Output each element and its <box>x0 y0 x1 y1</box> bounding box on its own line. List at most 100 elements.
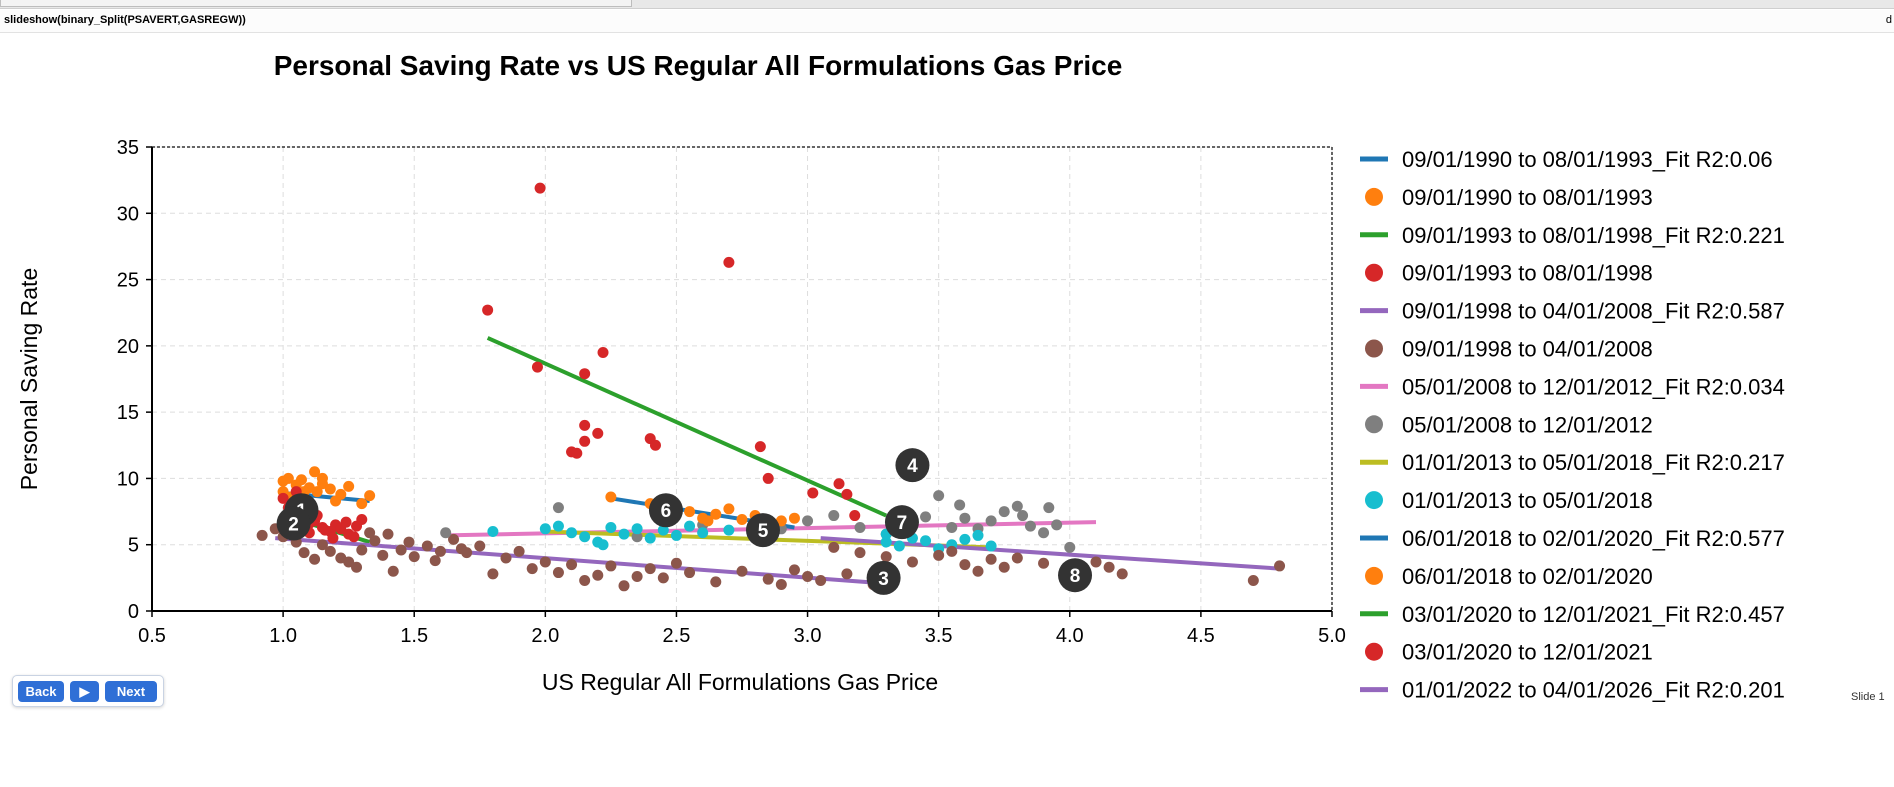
scatter-point <box>802 571 814 583</box>
scatter-point <box>684 567 696 579</box>
scatter-point <box>802 515 814 527</box>
scatter-point <box>762 573 774 585</box>
y-axis-label: Personal Saving Rate <box>16 268 42 490</box>
scatter-point <box>788 512 800 524</box>
browser-tab[interactable] <box>0 0 632 7</box>
chart-title: Personal Saving Rate vs US Regular All F… <box>274 50 1123 81</box>
legend-label: 09/01/1993 to 08/01/1998_Fit R2:0.221 <box>1402 223 1785 248</box>
scatter-point <box>1011 552 1023 564</box>
scatter-point <box>684 520 696 532</box>
scatter-point <box>324 483 336 495</box>
segment-marker-label: 2 <box>288 515 299 536</box>
legend: 09/01/1990 to 08/01/1993_Fit R2:0.06 09/0… <box>1360 147 1785 703</box>
scatter-point <box>455 543 467 555</box>
scatter-point <box>534 182 546 194</box>
scatter-point <box>644 563 656 575</box>
axis-ticks: 0.5 1.0 1.5 2.0 2.5 3.0 3.5 4.0 4.5 5.00510152025… <box>117 137 1346 647</box>
command-text: slideshow(binary_Split(PSAVERT,GASREGW)) <box>4 14 246 26</box>
scatter-point <box>880 536 892 548</box>
scatter-point <box>754 441 766 453</box>
x-tick-label: 5.0 <box>1318 625 1346 647</box>
scatter-point <box>631 523 643 535</box>
x-tick-label: 1.0 <box>269 625 297 647</box>
scatter-point <box>723 503 735 515</box>
scatter-point <box>319 524 331 536</box>
legend-label: 09/01/1998 to 04/01/2008_Fit R2:0.587 <box>1402 299 1785 324</box>
legend-label: 05/01/2008 to 12/01/2012 <box>1402 412 1653 437</box>
scatter-chart: 12345678 0.51.01.52.02.53.03.54.04.55.00… <box>16 50 1785 703</box>
scatter-point <box>356 498 368 510</box>
legend-dot-swatch <box>1365 491 1383 510</box>
segment-marker <box>866 560 901 595</box>
scatter-point <box>788 564 800 576</box>
segment-marker-label: 7 <box>897 513 908 534</box>
legend-label: 03/01/2020 to 12/01/2021_Fit R2:0.457 <box>1402 602 1785 627</box>
scatter-point <box>539 556 551 568</box>
scatter-point <box>702 515 714 527</box>
scatter-point <box>356 544 368 556</box>
x-tick-label: 4.5 <box>1187 625 1215 647</box>
legend-dot-swatch <box>1365 187 1383 206</box>
scatter-point <box>309 553 321 565</box>
scatter-point <box>985 553 997 565</box>
scatter-point <box>364 527 376 539</box>
scatter-point <box>311 486 323 498</box>
scatter-point <box>579 531 591 543</box>
scatter-point <box>841 568 853 580</box>
scatter-point <box>1038 527 1050 539</box>
scatter-point <box>1051 519 1063 531</box>
scatter-point <box>946 521 958 533</box>
scatter-point <box>710 576 722 588</box>
scatter-point <box>684 506 696 518</box>
scatter-point <box>395 544 407 556</box>
scatter-point <box>421 540 433 552</box>
legend-label: 09/01/1993 to 08/01/1998 <box>1402 261 1653 286</box>
scatter-point <box>298 547 310 559</box>
scatter-point <box>828 510 840 522</box>
segment-marker-label: 3 <box>878 569 889 590</box>
scatter-point <box>387 565 399 577</box>
scatter-point <box>592 427 604 439</box>
scatter-point <box>487 568 499 580</box>
scatter-point <box>309 466 321 478</box>
scatter-point <box>618 528 630 540</box>
scatter-point <box>959 559 971 571</box>
scatter-point <box>377 549 389 561</box>
scatter-point <box>327 532 339 544</box>
legend-label: 06/01/2018 to 02/01/2020_Fit R2:0.577 <box>1402 526 1785 551</box>
scatter-point <box>295 474 307 486</box>
scatter-point <box>933 490 945 502</box>
scatter-point <box>526 563 538 575</box>
x-tick-label: 1.5 <box>400 625 428 647</box>
scatter-point <box>849 510 861 522</box>
legend-dot-swatch <box>1365 263 1383 282</box>
back-button[interactable]: Back <box>18 681 64 702</box>
grid-lines <box>151 146 1333 612</box>
scatter-point <box>893 540 905 552</box>
scatter-point <box>364 490 376 502</box>
x-axis-label: US Regular All Formulations Gas Price <box>542 669 938 695</box>
scatter-point <box>434 545 446 557</box>
scatter-point <box>316 539 328 551</box>
scatter-point <box>998 506 1010 518</box>
scatter-point <box>946 545 958 557</box>
next-button[interactable]: Next <box>105 681 157 702</box>
legend-dot-swatch <box>1365 339 1383 358</box>
scatter-point <box>985 515 997 527</box>
scatter-point <box>1043 502 1055 514</box>
scatter-point <box>571 447 583 459</box>
scatter-point <box>340 516 352 528</box>
legend-dot-swatch <box>1365 566 1383 585</box>
scatter-point <box>828 541 840 553</box>
scatter-point <box>482 304 494 316</box>
legend-label: 01/01/2013 to 05/01/2018_Fit R2:0.217 <box>1402 450 1785 475</box>
scatter-point <box>531 361 543 373</box>
scatter-point <box>440 527 452 539</box>
scatter-point <box>343 556 355 568</box>
play-button[interactable]: ▶ <box>70 681 99 702</box>
x-tick-label: 4.0 <box>1056 625 1084 647</box>
scatter-point <box>710 508 722 520</box>
scatter-point <box>670 557 682 569</box>
legend-label: 01/01/2013 to 05/01/2018 <box>1402 488 1653 513</box>
command-bar: slideshow(binary_Split(PSAVERT,GASREGW))… <box>0 10 1894 33</box>
